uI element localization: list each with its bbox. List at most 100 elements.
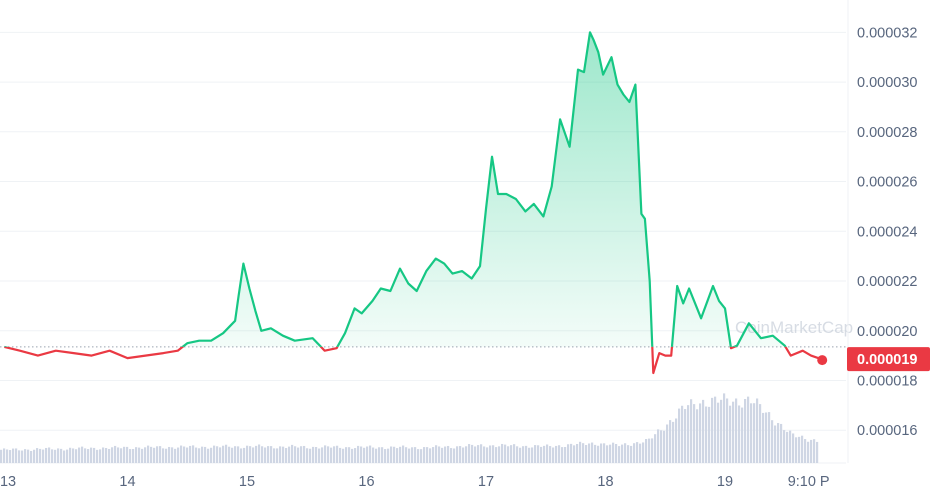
volume-bar: [453, 448, 456, 463]
volume-bar: [651, 438, 654, 463]
volume-bars: [0, 393, 819, 463]
volume-bar: [690, 399, 693, 463]
volume-bar: [789, 430, 792, 463]
volume-bar: [198, 448, 201, 463]
volume-bar: [693, 404, 696, 463]
volume-bar: [357, 445, 360, 463]
volume-bar: [582, 443, 585, 463]
volume-bar: [444, 446, 447, 463]
volume-bar: [333, 446, 336, 463]
x-axis-labels: 13 14 15 16 17 18 19 9:10 P: [0, 474, 830, 490]
volume-bar: [111, 447, 114, 463]
volume-bar: [309, 448, 312, 463]
volume-bar: [138, 447, 141, 463]
volume-bar: [96, 449, 99, 463]
volume-bar: [408, 448, 411, 463]
volume-bar: [615, 444, 618, 463]
volume-bar: [684, 409, 687, 463]
volume-bar: [261, 446, 264, 463]
volume-bar: [519, 447, 522, 463]
volume-bar: [459, 446, 462, 463]
volume-bar: [816, 441, 819, 463]
volume-bar: [78, 447, 81, 463]
volume-bar: [417, 449, 420, 463]
volume-bar: [753, 403, 756, 463]
volume-bar: [12, 448, 15, 463]
volume-bar: [696, 409, 699, 463]
volume-bar: [45, 447, 48, 463]
volume-bar: [633, 443, 636, 463]
volume-bar: [552, 447, 555, 463]
volume-bar: [477, 445, 480, 463]
volume-bar: [624, 443, 627, 463]
volume-bar: [264, 447, 267, 463]
volume-bar: [495, 447, 498, 463]
volume-bar: [642, 442, 645, 463]
volume-bar: [777, 423, 780, 463]
x-tick-label: 18: [597, 474, 613, 490]
volume-bar: [60, 448, 63, 463]
volume-bar: [279, 446, 282, 463]
volume-bar: [543, 445, 546, 463]
volume-bar: [588, 443, 591, 463]
volume-bar: [30, 450, 33, 463]
volume-bar: [282, 446, 285, 463]
volume-bar: [672, 421, 675, 463]
volume-bar: [510, 445, 513, 463]
volume-bar: [591, 442, 594, 463]
volume-bar: [735, 398, 738, 463]
y-tick-label: 0.000018: [857, 373, 917, 389]
volume-bar: [21, 450, 24, 463]
volume-bar: [639, 443, 642, 463]
volume-bar: [3, 448, 6, 463]
watermark: CoinMarketCap: [735, 318, 853, 337]
volume-bar: [573, 445, 576, 463]
volume-bar: [741, 407, 744, 463]
volume-bar: [90, 447, 93, 463]
volume-bar: [630, 445, 633, 463]
volume-bar: [621, 444, 624, 463]
volume-bar: [48, 447, 51, 463]
x-tick-label: 19: [717, 474, 733, 490]
volume-bar: [240, 448, 243, 463]
volume-bar: [372, 447, 375, 463]
volume-bar: [348, 447, 351, 463]
x-tick-label: 15: [239, 474, 255, 490]
volume-bar: [567, 444, 570, 463]
volume-bar: [522, 446, 525, 463]
volume-bar: [765, 412, 768, 463]
volume-bar: [123, 446, 126, 463]
volume-bar: [780, 423, 783, 463]
volume-bar: [576, 444, 579, 463]
volume-bar: [768, 412, 771, 463]
volume-bar: [162, 448, 165, 463]
volume-bar: [189, 445, 192, 463]
volume-bar: [744, 398, 747, 463]
volume-bar: [660, 430, 663, 463]
current-price-badge: 0.000019: [847, 347, 930, 372]
volume-bar: [804, 439, 807, 463]
volume-bar: [390, 446, 393, 463]
volume-bar: [570, 443, 573, 463]
y-tick-label: 0.000026: [857, 175, 917, 191]
volume-bar: [366, 446, 369, 463]
volume-bar: [393, 446, 396, 463]
volume-bar: [99, 449, 102, 463]
x-tick-label: 16: [358, 474, 374, 490]
volume-bar: [315, 447, 318, 463]
volume-bar: [195, 447, 198, 463]
volume-bar: [798, 436, 801, 463]
volume-bar: [414, 447, 417, 463]
volume-bar: [654, 434, 657, 463]
volume-bar: [345, 447, 348, 463]
volume-bar: [702, 399, 705, 463]
volume-bar: [549, 446, 552, 463]
volume-bar: [492, 445, 495, 463]
volume-bar: [327, 446, 330, 463]
volume-bar: [657, 429, 660, 463]
volume-bar: [489, 445, 492, 463]
volume-bar: [303, 445, 306, 463]
volume-bar: [471, 444, 474, 463]
